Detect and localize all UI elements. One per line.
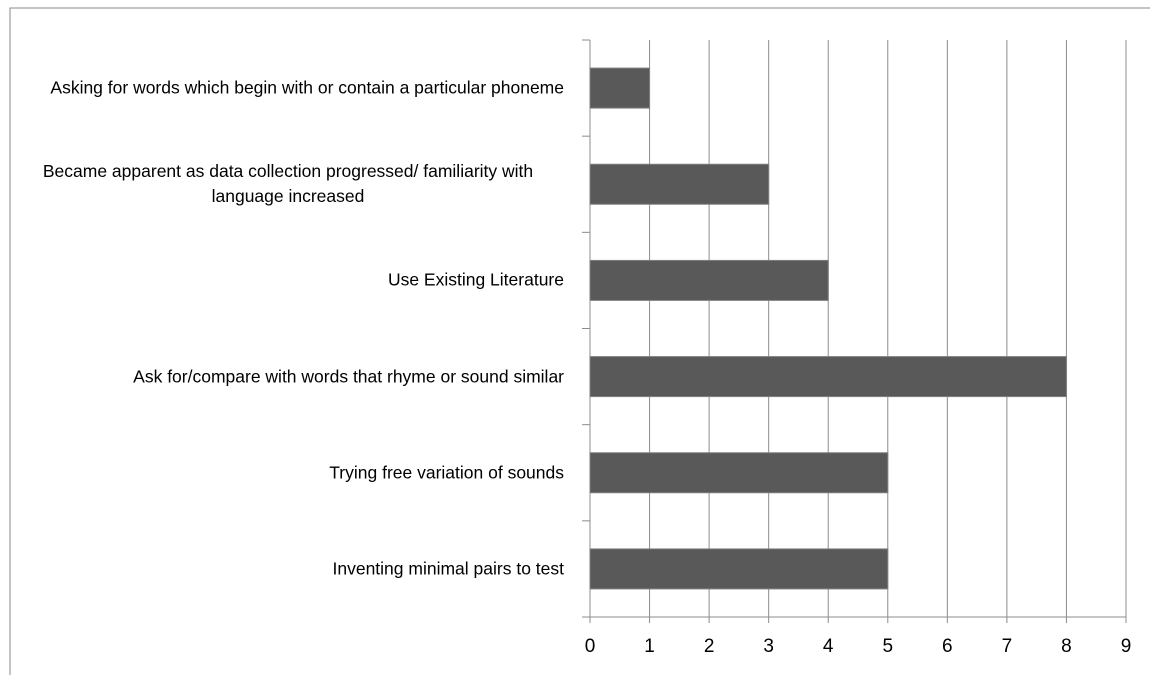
x-tick-label: 8: [1061, 636, 1072, 657]
bar: [589, 67, 651, 109]
y-tick-label-box: Became apparent as data collection progr…: [12, 159, 564, 209]
y-tick-label: Use Existing Literature: [387, 269, 564, 290]
bar: [589, 356, 1067, 398]
y-tick-label-box: Inventing minimal pairs to test: [12, 556, 565, 581]
bar: [589, 163, 770, 205]
bar: [589, 452, 889, 494]
y-tick-label-box: Trying free variation of sounds: [12, 460, 564, 485]
chart-frame: [9, 7, 1150, 675]
y-tick-label-box: Asking for words which begin with or con…: [12, 76, 564, 101]
y-tick-label-box: Use Existing Literature: [12, 268, 564, 293]
x-tick-label: 7: [1002, 636, 1013, 657]
x-tick-label: 6: [942, 636, 953, 657]
y-tick-label: Asking for words which begin with or con…: [50, 77, 564, 98]
x-tick-label: 1: [644, 636, 655, 657]
x-tick-label: 0: [585, 636, 596, 657]
x-tick-label: 2: [704, 636, 715, 657]
y-tick-label: Became apparent as data collection progr…: [42, 161, 534, 207]
bar: [589, 548, 889, 590]
x-tick-label: 9: [1121, 636, 1132, 657]
bar: [589, 259, 829, 301]
y-tick-label-box: Ask for/compare with words that rhyme or…: [12, 364, 564, 389]
x-tick-label: 4: [823, 636, 834, 657]
y-tick-label: Ask for/compare with words that rhyme or…: [133, 366, 564, 387]
x-tick-label: 3: [763, 636, 774, 657]
x-tick-label: 5: [882, 636, 893, 657]
y-tick-label: Inventing minimal pairs to test: [332, 558, 565, 579]
y-tick-label: Trying free variation of sounds: [329, 462, 564, 483]
